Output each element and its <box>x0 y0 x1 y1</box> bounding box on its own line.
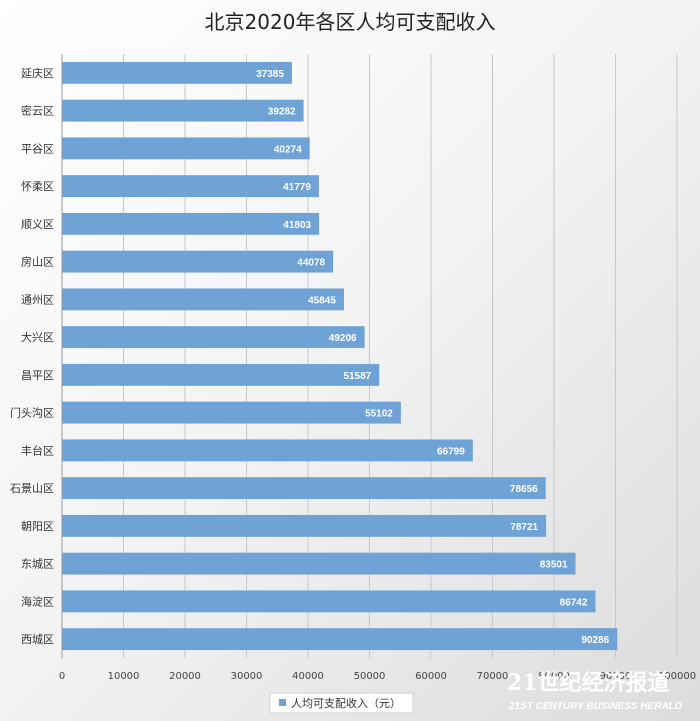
data-label: 83501 <box>540 560 568 571</box>
bar <box>62 439 473 462</box>
data-label: 41803 <box>283 220 311 231</box>
category-label: 昌平区 <box>21 369 54 382</box>
x-tick-label: 0 <box>59 671 65 682</box>
bar <box>62 137 310 160</box>
bar <box>62 99 304 122</box>
data-label: 39282 <box>268 107 296 118</box>
category-label: 门头沟区 <box>10 406 54 420</box>
category-label: 石景山区 <box>10 482 54 495</box>
bar <box>62 401 401 424</box>
watermark-logo: 21世纪经济报道 21ST CENTURY BUSINESS HERALD <box>507 670 682 712</box>
bar <box>62 628 618 651</box>
category-label: 大兴区 <box>21 330 54 344</box>
watermark-title: 21世纪经济报道 <box>507 670 670 696</box>
x-tick-label: 40000 <box>292 671 324 682</box>
category-label: 通州区 <box>21 293 54 306</box>
bar <box>62 590 596 613</box>
watermark-subtitle: 21ST CENTURY BUSINESS HERALD <box>508 701 682 712</box>
category-label: 东城区 <box>21 558 54 571</box>
chart-title: 北京2020年各区人均可支配收入 <box>205 10 496 34</box>
x-tick-label: 90000 <box>600 671 632 682</box>
bar <box>62 326 365 349</box>
x-tick-label: 100000 <box>658 671 696 682</box>
x-tick-label: 70000 <box>477 671 509 682</box>
bars: 37385 39282 40274 41779 41803 44078 45845 49206… <box>62 61 618 651</box>
x-tick-label: 10000 <box>108 671 140 682</box>
data-label: 49206 <box>329 333 357 344</box>
category-label: 朝阳区 <box>21 520 54 533</box>
data-label: 78656 <box>510 484 538 495</box>
data-label: 86742 <box>560 597 588 608</box>
data-label: 41779 <box>283 182 311 193</box>
data-label: 66799 <box>437 446 465 457</box>
bar <box>62 175 319 198</box>
bar <box>62 514 547 537</box>
data-label: 40274 <box>274 144 302 155</box>
bar <box>62 212 320 235</box>
bar <box>62 61 292 84</box>
x-tick-label: 50000 <box>354 671 386 682</box>
category-label: 西城区 <box>21 633 54 646</box>
legend-box <box>269 692 414 714</box>
bar <box>62 552 576 575</box>
data-label: 44078 <box>297 258 325 269</box>
category-label: 延庆区 <box>21 66 54 80</box>
legend-label: 人均可支配收入（元） <box>291 696 401 710</box>
data-label: 51587 <box>343 371 371 382</box>
data-label: 90286 <box>581 635 609 646</box>
category-label: 海淀区 <box>21 594 54 608</box>
data-label: 45845 <box>308 295 336 306</box>
x-tick-labels: 0 10000 20000 30000 40000 50000 60000 70000 8000… <box>59 671 696 682</box>
category-label: 丰台区 <box>21 443 54 457</box>
legend-swatch <box>279 699 286 706</box>
data-label: 55102 <box>365 409 393 420</box>
category-label: 平谷区 <box>21 142 54 155</box>
x-tick-label: 20000 <box>169 671 201 682</box>
x-tick-label: 30000 <box>231 671 263 682</box>
category-label: 密云区 <box>21 104 54 118</box>
legend: 人均可支配收入（元） <box>269 692 414 714</box>
bar <box>62 288 344 311</box>
data-label: 37385 <box>256 69 284 80</box>
bar <box>62 477 546 500</box>
data-label: 78721 <box>510 522 538 533</box>
x-tick-label: 60000 <box>415 671 447 682</box>
bar <box>62 250 334 273</box>
category-labels: 延庆区密云区平谷区怀柔区顺义区房山区通州区大兴区昌平区门头沟区丰台区石景山区朝阳… <box>10 66 54 646</box>
category-label: 房山区 <box>21 256 54 269</box>
x-tick-label: 80000 <box>538 671 570 682</box>
category-label: 怀柔区 <box>21 180 54 193</box>
bar <box>62 363 380 386</box>
category-label: 顺义区 <box>21 218 54 231</box>
